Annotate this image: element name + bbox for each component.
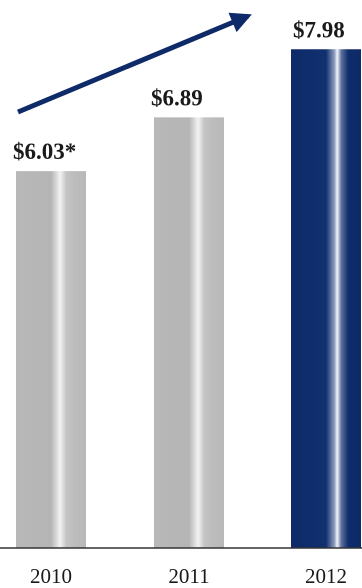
bar-2010 xyxy=(16,171,86,548)
bar-2012 xyxy=(291,49,361,548)
bar-2011 xyxy=(154,117,224,548)
x-tick-label-2010: 2010 xyxy=(30,564,72,588)
value-labels-group: $6.03* $6.89 $7.98 xyxy=(13,17,345,164)
trend-arrow xyxy=(17,12,252,115)
value-label-2012: $7.98 xyxy=(293,17,345,42)
value-label-2010: $6.03* xyxy=(13,139,76,164)
value-label-2011: $6.89 xyxy=(151,85,203,110)
x-tick-label-2012: 2012 xyxy=(305,564,347,588)
x-tick-label-2011: 2011 xyxy=(168,564,209,588)
x-tick-labels-group: 2010 2011 2012 xyxy=(30,564,347,588)
bars-group xyxy=(16,49,361,548)
